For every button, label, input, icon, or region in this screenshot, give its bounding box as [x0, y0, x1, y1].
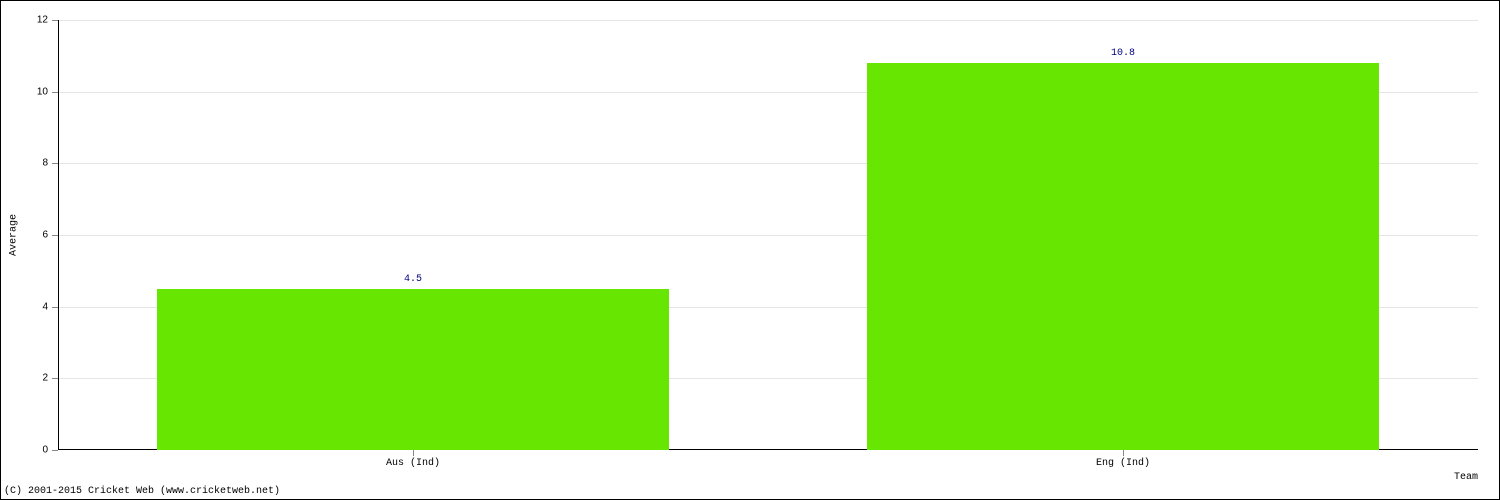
bar — [867, 63, 1378, 450]
y-tick — [52, 307, 58, 308]
y-tick-label: 2 — [30, 373, 48, 384]
y-tick-label: 8 — [30, 158, 48, 169]
x-axis-title: Team — [1454, 472, 1478, 483]
y-tick — [52, 378, 58, 379]
y-tick — [52, 20, 58, 21]
y-tick — [52, 235, 58, 236]
y-tick-label: 10 — [30, 86, 48, 97]
y-tick-label: 0 — [30, 445, 48, 456]
y-axis — [58, 20, 59, 450]
y-tick-label: 6 — [30, 230, 48, 241]
y-tick — [52, 450, 58, 451]
bar — [157, 289, 668, 450]
bar-value-label: 4.5 — [404, 274, 422, 285]
x-tick — [413, 450, 414, 456]
footer-copyright: (C) 2001-2015 Cricket Web (www.cricketwe… — [4, 486, 280, 497]
bar-value-label: 10.8 — [1111, 48, 1135, 59]
y-tick-label: 12 — [30, 15, 48, 26]
gridline — [58, 20, 1478, 21]
x-tick — [1123, 450, 1124, 456]
x-tick-label: Aus (Ind) — [386, 458, 440, 469]
y-tick-label: 4 — [30, 301, 48, 312]
x-tick-label: Eng (Ind) — [1096, 458, 1150, 469]
plot-area — [58, 20, 1478, 450]
y-tick — [52, 92, 58, 93]
y-tick — [52, 163, 58, 164]
y-axis-title: Average — [9, 214, 20, 256]
